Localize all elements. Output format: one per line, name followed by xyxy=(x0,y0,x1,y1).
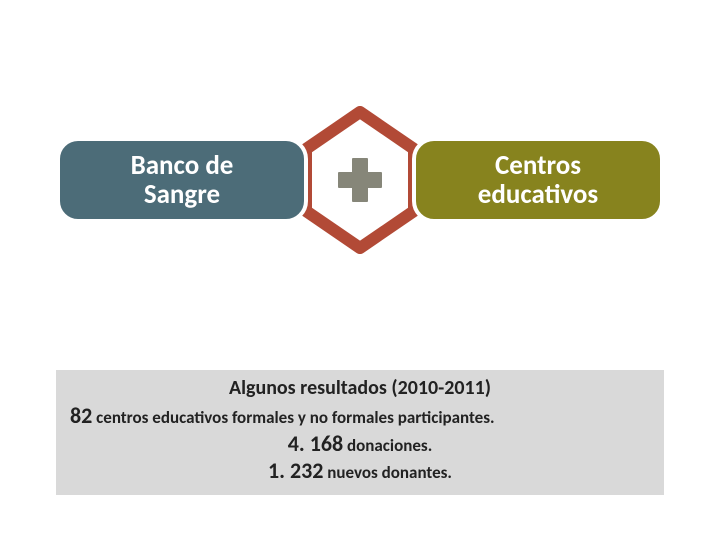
results-line-2-text: donaciones. xyxy=(343,435,432,456)
results-panel: Algunos resultados (2010-2011) 82 centro… xyxy=(56,370,664,495)
plus-icon xyxy=(338,158,382,202)
results-title: Algunos resultados (2010-2011) xyxy=(66,376,654,400)
slide: Banco de Sangre Centros educativos Algun… xyxy=(0,0,720,540)
pill-right-line1: Centros xyxy=(478,151,598,180)
pill-banco-de-sangre: Banco de Sangre xyxy=(56,137,308,223)
results-line-1-text: centros educativos formales y no formale… xyxy=(92,407,494,428)
pill-right-line2: educativos xyxy=(478,180,598,209)
pill-left-line1: Banco de xyxy=(131,151,234,180)
hex-badge xyxy=(298,106,422,254)
results-line-1-number: 82 xyxy=(70,402,92,429)
results-line-3-number: 1. 232 xyxy=(268,457,323,484)
pill-centros-educativos: Centros educativos xyxy=(412,137,664,223)
results-line-3-text: nuevos donantes. xyxy=(323,462,452,483)
pill-left-line2: Sangre xyxy=(131,180,234,209)
results-line-2: 4. 168 donaciones. xyxy=(66,430,654,458)
results-line-1: 82 centros educativos formales y no form… xyxy=(66,402,654,430)
results-line-3: 1. 232 nuevos donantes. xyxy=(66,457,654,485)
results-line-2-number: 4. 168 xyxy=(288,430,343,457)
